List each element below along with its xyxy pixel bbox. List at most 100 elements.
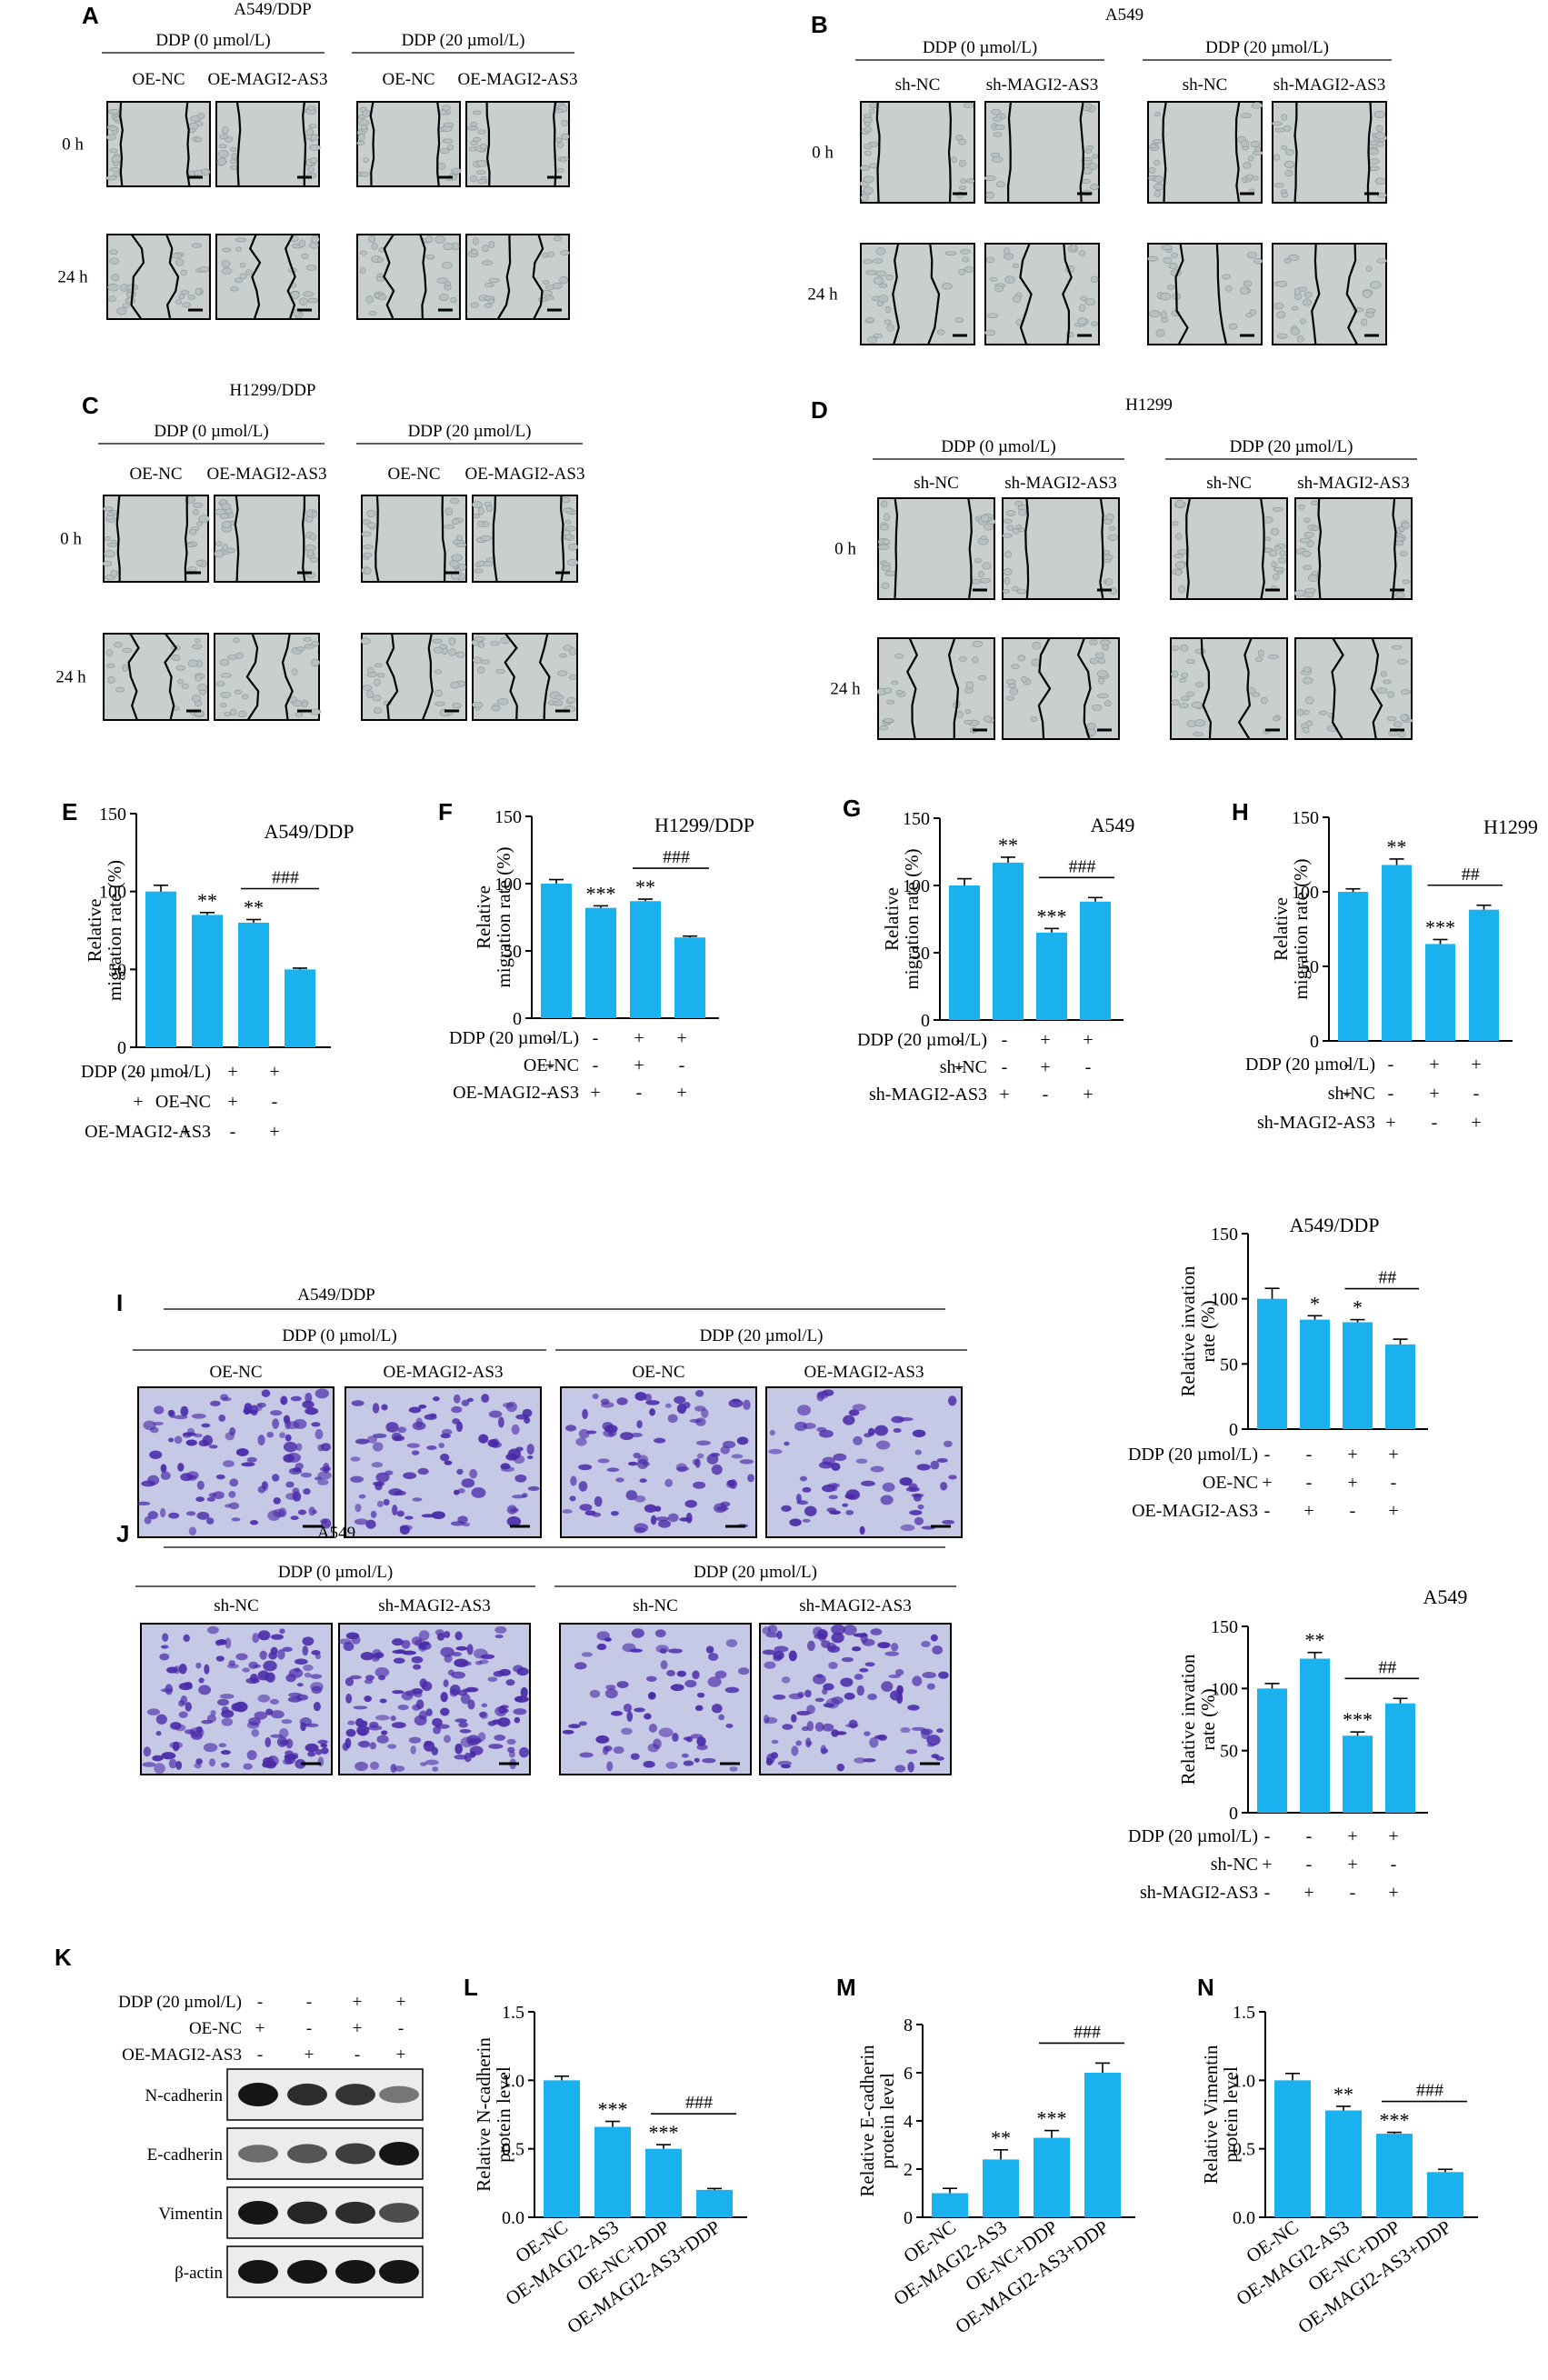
panel-title: A549/DDP <box>234 0 312 19</box>
cell-blob <box>434 669 442 675</box>
significance-star: *** <box>1037 905 1067 927</box>
cell-blob <box>109 249 118 255</box>
stained-cell <box>524 1416 531 1424</box>
cell-blob <box>1090 184 1099 190</box>
cell-blob <box>469 175 477 183</box>
stained-cell <box>375 1481 383 1491</box>
stained-cell <box>345 1694 353 1704</box>
y-tick-label: 100 <box>1211 1290 1238 1310</box>
cell-blob <box>177 678 185 685</box>
cell-blob <box>1303 291 1313 298</box>
stained-cell <box>451 1405 463 1414</box>
cell-blob <box>1393 721 1403 727</box>
column-label: OE-MAGI2-AS3 <box>208 70 328 89</box>
cell-blob <box>108 295 116 303</box>
condition-sign: - <box>398 2019 404 2038</box>
cell-blob <box>369 311 377 316</box>
stained-cell <box>244 1403 253 1413</box>
protein-band <box>238 2201 278 2225</box>
stained-cell <box>153 1421 165 1425</box>
cell-blob <box>1097 693 1109 699</box>
cell-blob <box>1163 256 1173 264</box>
stained-cell <box>375 1667 390 1678</box>
cell-blob <box>180 269 187 276</box>
significance-star: ** <box>197 889 217 912</box>
stained-cell <box>180 1405 189 1416</box>
condition-sign: + <box>1342 1084 1352 1104</box>
cell-blob <box>1013 295 1022 304</box>
cell-blob <box>980 577 991 584</box>
y-tick-label: 150 <box>903 809 930 829</box>
condition-label: sh-NC <box>1211 1855 1258 1875</box>
cell-blob <box>1368 147 1379 155</box>
cell-blob <box>1273 566 1284 572</box>
cell-blob <box>986 256 995 264</box>
stained-cell <box>814 1722 824 1732</box>
cell-blob <box>553 700 564 706</box>
stained-cell <box>266 1431 275 1438</box>
column-label: OE-NC <box>632 1363 684 1382</box>
stained-cell <box>231 1517 241 1522</box>
stained-cell <box>914 1516 924 1525</box>
cell-blob <box>561 119 568 127</box>
cell-blob <box>359 250 368 255</box>
cell-blob <box>219 658 230 666</box>
cell-blob <box>1070 244 1077 252</box>
stained-cell <box>392 1505 398 1515</box>
stained-cell <box>922 1672 937 1679</box>
column-label: OE-NC <box>132 70 185 89</box>
condition-label: OE-MAGI2-AS3 <box>85 1122 211 1142</box>
column-label: sh-NC <box>1206 474 1252 493</box>
cell-blob <box>233 637 240 644</box>
cell-blob <box>881 500 888 508</box>
cell-blob <box>1222 274 1232 280</box>
cell-blob <box>992 116 1003 122</box>
stained-cell <box>578 1464 593 1471</box>
stained-cell <box>193 1433 203 1438</box>
stained-cell <box>353 1705 368 1710</box>
stained-cell <box>450 1521 464 1526</box>
stained-cell <box>718 1714 725 1721</box>
transwell-image <box>759 1623 952 1775</box>
cell-blob <box>110 570 118 577</box>
cell-blob <box>1276 311 1286 319</box>
stained-cell <box>273 1508 285 1518</box>
cell-blob <box>1079 304 1086 313</box>
stained-cell <box>454 1631 463 1641</box>
stained-cell <box>460 1693 471 1705</box>
cell-blob <box>488 277 500 284</box>
cell-blob <box>882 538 891 545</box>
cell-blob <box>215 508 226 515</box>
stained-cell <box>159 1653 170 1661</box>
bar <box>1257 1298 1287 1429</box>
cell-blob <box>1257 649 1264 657</box>
y-tick-label: 100 <box>1211 1679 1238 1699</box>
wound-edge <box>383 234 395 320</box>
significance-star: ** <box>244 896 264 919</box>
cell-blob <box>192 644 203 650</box>
stained-cell <box>304 1672 312 1678</box>
significance-star: ** <box>1305 1629 1325 1652</box>
cell-blob <box>891 680 899 685</box>
cell-blob <box>473 656 483 664</box>
wound-edge <box>538 633 551 721</box>
cell-blob <box>1108 525 1116 531</box>
stained-cell <box>655 1516 670 1522</box>
cell-blob <box>1368 140 1378 145</box>
stained-cell <box>513 1708 527 1715</box>
cell-blob <box>958 138 966 145</box>
cell-blob <box>1293 287 1301 295</box>
cell-blob <box>220 691 231 698</box>
stained-cell <box>842 1503 849 1507</box>
stained-cell <box>178 1711 188 1718</box>
stained-cell <box>891 1415 904 1424</box>
stained-cell <box>689 1418 703 1424</box>
cell-blob <box>1281 145 1288 151</box>
cell-blob <box>195 674 203 682</box>
stained-cell <box>391 1722 406 1729</box>
condition-sign: + <box>1347 1826 1357 1846</box>
wound-edge <box>1185 497 1192 600</box>
condition-sign: + <box>1347 1473 1357 1493</box>
cell-blob <box>1388 730 1398 736</box>
